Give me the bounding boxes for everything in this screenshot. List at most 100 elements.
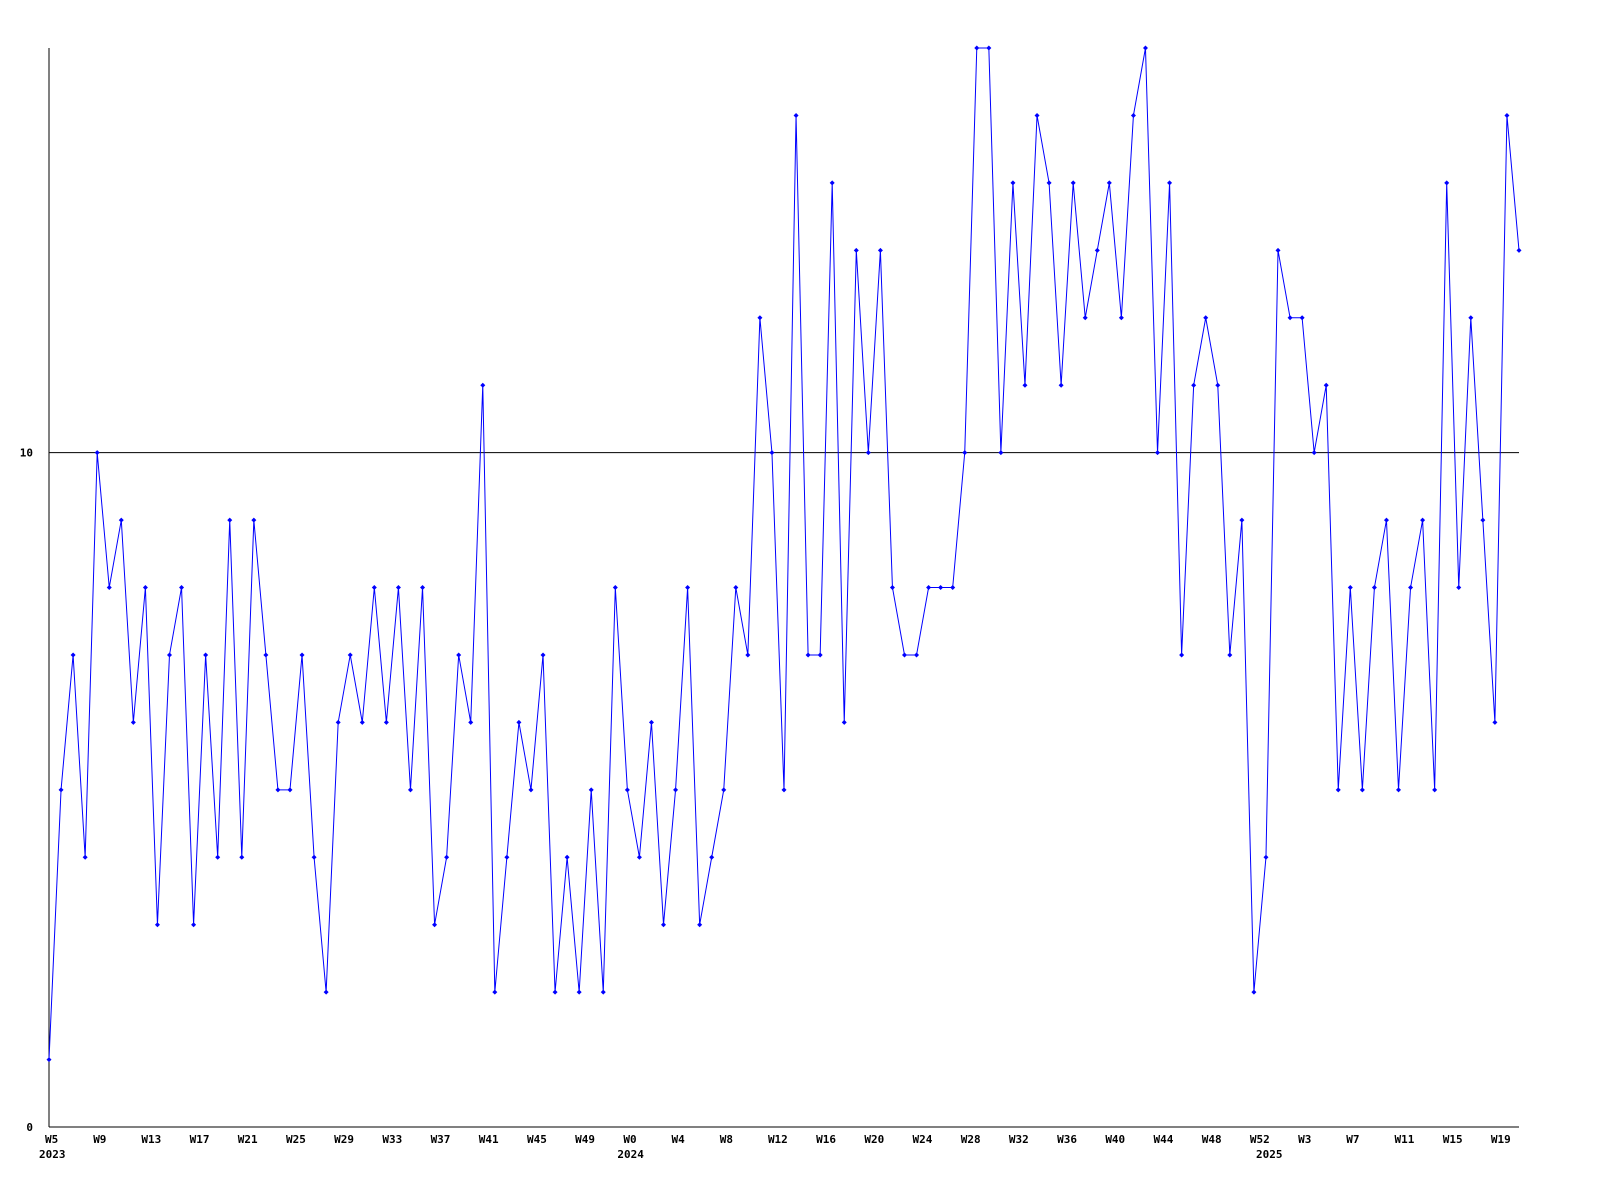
x-tick-label: W52	[1250, 1133, 1270, 1146]
point	[106, 585, 112, 590]
point	[612, 585, 618, 590]
point	[721, 787, 727, 793]
point	[154, 922, 160, 928]
point	[1046, 180, 1052, 186]
point	[648, 719, 654, 725]
point	[323, 989, 329, 995]
point	[275, 787, 281, 793]
point	[986, 45, 992, 51]
point	[1082, 315, 1088, 321]
point	[1142, 45, 1148, 51]
x-tick-label: W11	[1395, 1133, 1415, 1146]
point	[118, 517, 124, 523]
point	[1275, 247, 1281, 253]
y-tick-label: 0	[26, 1121, 33, 1134]
point	[371, 585, 377, 590]
x-tick-label: W49	[575, 1133, 595, 1146]
x-tick-label: W37	[431, 1133, 451, 1146]
point	[1179, 652, 1185, 658]
point	[1130, 112, 1136, 118]
point	[1323, 382, 1329, 388]
x-tick-label: W17	[190, 1133, 210, 1146]
point	[46, 1057, 52, 1063]
x-tick-label: W25	[286, 1133, 306, 1146]
point	[926, 585, 932, 590]
point	[950, 585, 956, 590]
point	[1034, 112, 1040, 118]
point	[1058, 382, 1064, 388]
point	[998, 450, 1004, 456]
x-tick-label: W33	[382, 1133, 402, 1146]
point	[82, 854, 88, 860]
point	[432, 922, 438, 928]
point	[769, 450, 775, 456]
point	[1504, 112, 1510, 118]
point	[841, 719, 847, 725]
x-tick-label: W3	[1298, 1133, 1311, 1146]
point	[745, 652, 751, 658]
point	[661, 922, 667, 928]
point	[1444, 180, 1450, 186]
point	[1118, 315, 1124, 321]
series-line	[48, 47, 1520, 1060]
point	[444, 854, 450, 860]
point	[179, 585, 185, 590]
point	[1227, 652, 1233, 658]
point	[130, 719, 136, 725]
x-tick-label: W0	[623, 1133, 636, 1146]
point	[1106, 180, 1112, 186]
point	[407, 787, 413, 793]
x-tick-label: W36	[1057, 1133, 1077, 1146]
point	[757, 315, 763, 321]
point	[1251, 989, 1257, 995]
x-tick-label: W5	[45, 1133, 58, 1146]
point	[889, 585, 895, 590]
point	[1287, 315, 1293, 321]
point	[504, 854, 510, 860]
x-year-label: 2024	[617, 1148, 644, 1161]
point	[94, 450, 100, 456]
point	[793, 112, 799, 118]
point	[1371, 585, 1377, 590]
point	[1396, 787, 1402, 793]
point	[1094, 247, 1100, 253]
point	[1263, 854, 1269, 860]
x-tick-label: W45	[527, 1133, 547, 1146]
point	[938, 585, 944, 590]
point	[58, 787, 64, 793]
point	[1408, 585, 1414, 590]
point	[1191, 382, 1197, 388]
point	[685, 585, 691, 590]
point	[359, 719, 365, 725]
x-tick-label: W32	[1009, 1133, 1029, 1146]
point	[1239, 517, 1245, 523]
point	[877, 247, 883, 253]
point	[468, 719, 474, 725]
x-tick-label: W12	[768, 1133, 788, 1146]
point	[215, 854, 221, 860]
point	[817, 652, 823, 658]
point	[227, 517, 233, 523]
x-tick-label: W28	[961, 1133, 981, 1146]
point	[166, 652, 172, 658]
point	[600, 989, 606, 995]
point	[456, 652, 462, 658]
point	[588, 787, 594, 793]
point	[1311, 450, 1317, 456]
point	[1299, 315, 1305, 321]
point	[962, 450, 968, 456]
x-tick-label: W16	[816, 1133, 836, 1146]
point	[1203, 315, 1209, 321]
point	[901, 652, 907, 658]
point	[1516, 247, 1522, 253]
point	[516, 719, 522, 725]
point	[528, 787, 534, 793]
point	[492, 989, 498, 995]
point	[1335, 787, 1341, 793]
point	[1383, 517, 1389, 523]
point	[1492, 719, 1498, 725]
point	[1359, 787, 1365, 793]
point	[1420, 517, 1426, 523]
point	[263, 652, 269, 658]
point	[420, 585, 426, 590]
